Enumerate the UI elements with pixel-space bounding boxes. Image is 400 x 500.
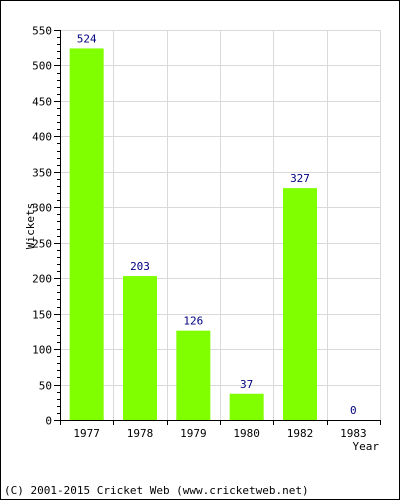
x-tick-labels: 1977 1978 1979 1980 1982 1983	[73, 427, 366, 440]
y-tick-label: 450	[32, 96, 52, 109]
y-tick-label: 0	[45, 415, 52, 428]
x-tick-label-1980: 1980	[233, 427, 260, 440]
x-tick-label-1983: 1983	[340, 427, 367, 440]
data-label-1979: 126	[183, 315, 203, 328]
data-label-1978: 203	[130, 260, 150, 273]
data-label-1980: 37	[240, 378, 253, 391]
bar-1979	[176, 330, 211, 420]
grid-lines	[60, 30, 381, 420]
bar-1977	[69, 48, 104, 420]
y-tick-label: 200	[32, 273, 52, 286]
y-tick-label: 150	[32, 309, 52, 322]
bars	[69, 48, 317, 420]
bar-1980	[229, 393, 264, 420]
y-tick-label: 350	[32, 167, 52, 180]
data-label-1977: 524	[77, 32, 97, 45]
data-label-1983: 0	[350, 404, 357, 417]
data-labels: 524 203 126 37 327 0	[77, 32, 357, 417]
y-tick-label: 50	[39, 380, 52, 393]
x-tick-label-1979: 1979	[180, 427, 207, 440]
y-tick-label: 300	[32, 202, 52, 215]
y-tick-label: 500	[32, 60, 52, 73]
x-axis-title: Year	[353, 440, 380, 453]
y-axis-title: Wickets	[24, 203, 37, 249]
axes	[54, 30, 381, 425]
y-tick-label: 250	[32, 238, 52, 251]
data-label-1982: 327	[290, 172, 310, 185]
y-tick-labels: 0 50 100 150 200 250 300 350 400 450 500 550	[32, 25, 52, 428]
x-tick-label-1977: 1977	[73, 427, 100, 440]
y-tick-label: 100	[32, 344, 52, 357]
x-tick-label-1982: 1982	[287, 427, 314, 440]
bar-1978	[123, 276, 157, 420]
y-tick-label: 550	[32, 25, 52, 38]
y-tick-label: 400	[32, 131, 52, 144]
bar-1982	[283, 188, 317, 420]
copyright-footer: (C) 2001-2015 Cricket Web (www.cricketwe…	[4, 484, 309, 497]
x-tick-label-1978: 1978	[127, 427, 154, 440]
